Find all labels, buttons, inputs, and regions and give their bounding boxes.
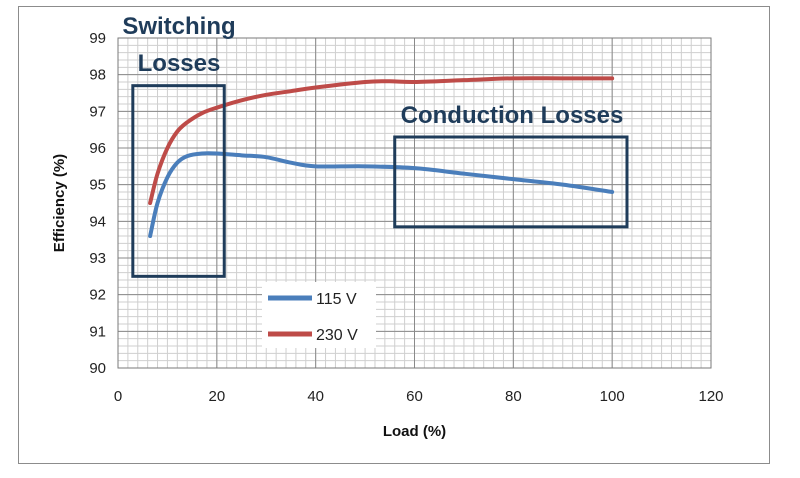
y-tick-label: 97 bbox=[89, 103, 106, 120]
x-tick-label: 0 bbox=[114, 388, 122, 405]
annotation-label-losses: Losses bbox=[138, 50, 221, 77]
series-line-0 bbox=[148, 151, 615, 238]
x-tick-label: 40 bbox=[307, 388, 324, 405]
y-tick-label: 98 bbox=[89, 67, 106, 84]
x-axis-title: Load (%) bbox=[383, 423, 446, 440]
plot-area-border bbox=[117, 37, 712, 369]
y-tick-label: 90 bbox=[89, 360, 106, 377]
annotation-box-0 bbox=[131, 84, 226, 278]
x-tick-label: 120 bbox=[698, 388, 723, 405]
x-tick-label: 80 bbox=[505, 388, 522, 405]
y-tick-label: 91 bbox=[89, 323, 106, 340]
major-grid bbox=[117, 37, 712, 369]
x-tick-label: 60 bbox=[406, 388, 423, 405]
y-tick-label: 96 bbox=[89, 140, 106, 157]
annotation-label-switching: Switching bbox=[122, 13, 235, 40]
series-line-1 bbox=[148, 76, 615, 205]
y-tick-label: 95 bbox=[89, 177, 106, 194]
annotation-box-1 bbox=[393, 135, 629, 229]
tick-labels: 0 20 40 60 80 100 120 90 91 92 93 94 95 96 97 98 99 bbox=[89, 30, 723, 405]
y-tick-label: 93 bbox=[89, 250, 106, 267]
legend-label-230v: 230 V bbox=[316, 327, 358, 344]
x-tick-label: 100 bbox=[600, 388, 625, 405]
y-tick-label: 92 bbox=[89, 287, 106, 304]
y-axis-title: Efficiency (%) bbox=[51, 154, 68, 252]
annotation-label-conduction: Conduction Losses bbox=[401, 102, 624, 129]
x-tick-label: 20 bbox=[208, 388, 225, 405]
series-layer bbox=[148, 76, 615, 238]
legend: 115 V 230 V bbox=[262, 282, 376, 348]
legend-label-115v: 115 V bbox=[316, 291, 357, 308]
y-tick-label: 94 bbox=[89, 213, 106, 230]
y-tick-label: 99 bbox=[89, 30, 106, 47]
annotation-layer: Switching Losses Conduction Losses bbox=[122, 13, 629, 278]
legend-box bbox=[262, 282, 376, 348]
